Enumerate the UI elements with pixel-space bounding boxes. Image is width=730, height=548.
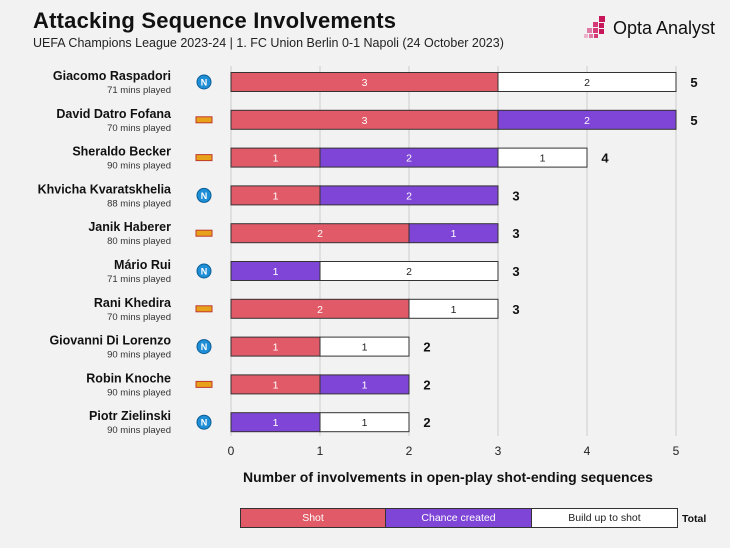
minutes-played: 88 mins played: [107, 198, 171, 209]
bar-segment-build: [497, 72, 677, 92]
napoli-badge-icon: [196, 74, 212, 90]
bar-segment-build: [319, 261, 499, 281]
legend-build-up: Build up to shot: [532, 508, 678, 528]
chart-title: Attacking Sequence Involvements: [33, 8, 397, 33]
bar-segment-build: [497, 147, 588, 168]
segment-value-shot: 1: [273, 153, 279, 165]
total-value: 3: [512, 264, 519, 279]
player-name: Giovanni Di Lorenzo: [49, 334, 171, 348]
segment-value-build: 1: [540, 153, 546, 165]
napoli-badge-letter: N: [201, 78, 208, 88]
x-tick-label: 4: [584, 444, 591, 458]
minutes-played: 71 mins played: [107, 274, 171, 285]
legend: Shot Chance created Build up to shot: [240, 508, 678, 528]
total-value: 5: [690, 113, 697, 128]
stacked-bar-chart: 0 1 2 3 4 5 Number of involvements in open-pla…: [38, 66, 698, 485]
total-value: 3: [512, 302, 519, 317]
union-berlin-badge-icon: [195, 305, 213, 313]
x-tick-label: 3: [495, 444, 502, 458]
bar-segment-build: [319, 336, 410, 357]
segment-value-chance: 1: [362, 379, 368, 391]
total-value: 2: [423, 415, 430, 430]
minutes-played: 90 mins played: [107, 350, 171, 361]
union-berlin-badge-icon: [195, 116, 213, 124]
segment-value-shot: 3: [362, 115, 368, 127]
x-tick-label: 1: [317, 444, 324, 458]
opta-grid-icon: [584, 16, 605, 38]
segment-value-chance: 2: [406, 190, 412, 202]
minutes-played: 70 mins played: [107, 312, 171, 323]
bar-segment-build: [319, 412, 410, 433]
minutes-played: 90 mins played: [107, 387, 171, 398]
minutes-played: 70 mins played: [107, 123, 171, 134]
bar-segment-chance: [319, 185, 499, 206]
union-berlin-badge-icon: [195, 154, 213, 162]
player-name: Janik Haberer: [88, 220, 171, 234]
player-name: Mário Rui: [114, 258, 171, 272]
player-name: Robin Knoche: [86, 371, 171, 385]
union-berlin-badge-icon: [195, 380, 213, 388]
brand-name: Opta Analyst: [613, 17, 716, 38]
segment-value-shot: 1: [273, 190, 279, 202]
legend-shot: Shot: [240, 508, 386, 528]
total-value: 5: [690, 75, 697, 90]
segment-value-chance: 2: [584, 115, 590, 127]
minutes-played: 90 mins played: [107, 425, 171, 436]
bar-segment-chance: [497, 109, 677, 130]
x-tick-label: 0: [228, 444, 235, 458]
legend-total: Total: [682, 513, 707, 525]
player-name: David Datro Fofana: [56, 107, 172, 121]
chart-subtitle: UEFA Champions League 2023-24 | 1. FC Un…: [33, 36, 504, 50]
segment-value-chance: 1: [451, 228, 457, 240]
player-name: Khvicha Kvaratskhelia: [38, 182, 172, 196]
x-axis-label: Number of involvements in open-play shot…: [243, 469, 653, 485]
player-name: Rani Khedira: [94, 296, 172, 310]
segment-value-shot: 2: [317, 228, 323, 240]
total-value: 3: [512, 188, 519, 203]
player-name: Giacomo Raspadori: [53, 69, 171, 83]
napoli-badge-letter: N: [201, 267, 208, 277]
player-name: Piotr Zielinski: [89, 409, 171, 423]
total-value: 3: [512, 226, 519, 241]
napoli-badge-letter: N: [201, 191, 208, 201]
segment-value-shot: 1: [273, 379, 279, 391]
segment-value-build: 1: [362, 342, 368, 354]
segment-value-chance: 1: [273, 266, 279, 278]
x-tick-label: 2: [406, 444, 413, 458]
bar-segment-chance: [319, 374, 410, 395]
napoli-badge-icon: [196, 263, 212, 279]
segment-value-shot: 2: [317, 304, 323, 316]
total-value: 4: [601, 151, 609, 166]
napoli-badge-letter: N: [201, 418, 208, 428]
segment-value-build: 2: [406, 266, 412, 278]
segment-value-build: 1: [451, 304, 457, 316]
brand-logo: Opta Analyst: [584, 16, 715, 40]
legend-chance-created: Chance created: [386, 508, 532, 528]
segment-value-build: 2: [584, 77, 590, 89]
napoli-badge-letter: N: [201, 342, 208, 352]
total-value: 2: [423, 340, 430, 355]
segment-value-build: 1: [362, 417, 368, 429]
x-tick-label: 5: [673, 444, 680, 458]
minutes-played: 80 mins played: [107, 236, 171, 247]
total-value: 2: [423, 377, 430, 392]
minutes-played: 71 mins played: [107, 85, 171, 96]
bar-segment-chance: [408, 223, 499, 244]
napoli-badge-icon: [196, 339, 212, 355]
segment-value-shot: 3: [362, 77, 368, 89]
napoli-badge-icon: [196, 414, 212, 430]
segment-value-chance: 1: [273, 417, 279, 429]
player-name: Sheraldo Becker: [72, 145, 171, 159]
napoli-badge-icon: [196, 187, 212, 203]
bar-segment-build: [408, 298, 499, 319]
segment-value-chance: 2: [406, 153, 412, 165]
segment-value-shot: 1: [273, 342, 279, 354]
minutes-played: 90 mins played: [107, 161, 171, 172]
union-berlin-badge-icon: [195, 229, 213, 237]
